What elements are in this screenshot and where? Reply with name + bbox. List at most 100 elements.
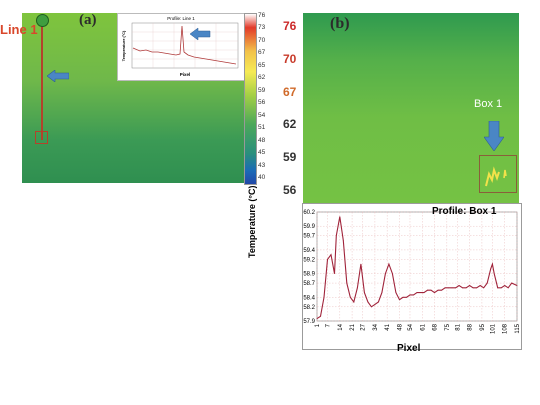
data-point bbox=[413, 294, 414, 296]
colorbar-a-tick: 65 bbox=[258, 61, 266, 69]
data-point bbox=[430, 289, 432, 291]
data-point bbox=[441, 289, 442, 291]
data-point bbox=[349, 296, 351, 298]
data-point bbox=[427, 289, 428, 291]
data-point bbox=[395, 292, 397, 293]
line-1-start-handle[interactable] bbox=[36, 14, 49, 27]
data-point bbox=[323, 296, 325, 298]
data-point bbox=[476, 287, 478, 289]
box-1-region[interactable] bbox=[479, 155, 517, 193]
line-1-label: Line 1 bbox=[0, 22, 38, 37]
data-point bbox=[416, 292, 418, 293]
colorbar-a bbox=[244, 13, 257, 185]
arrow-left-icon bbox=[47, 70, 69, 82]
data-point bbox=[462, 287, 464, 289]
y-tick-label: 60.2 bbox=[303, 210, 315, 216]
data-point bbox=[423, 292, 425, 293]
colorbar-a-tick: 45 bbox=[258, 149, 266, 157]
data-point bbox=[486, 282, 488, 284]
data-point bbox=[316, 318, 318, 320]
chart-xlabel: Pixel bbox=[397, 343, 421, 354]
colorbar-a-tick: 70 bbox=[258, 36, 266, 44]
x-tick-label: 48 bbox=[397, 323, 403, 330]
colorbar-a-tick: 51 bbox=[258, 124, 266, 132]
data-point bbox=[381, 292, 383, 293]
x-tick-label: 21 bbox=[350, 323, 356, 330]
x-tick-label: 81 bbox=[455, 323, 461, 330]
colorbar-a-tick: 62 bbox=[258, 74, 266, 82]
y-tick-label: 58.9 bbox=[303, 272, 315, 278]
data-point bbox=[504, 285, 506, 286]
data-point bbox=[483, 287, 485, 289]
inset-title: Profile: Line 1 bbox=[167, 16, 195, 21]
data-point bbox=[448, 287, 449, 289]
x-tick-label: 41 bbox=[385, 323, 391, 330]
colorbar-b-tick: 56 bbox=[283, 183, 297, 197]
data-point bbox=[327, 258, 328, 260]
line-1-end-handle[interactable] bbox=[35, 131, 48, 144]
data-point bbox=[437, 289, 439, 291]
data-point bbox=[469, 285, 471, 286]
x-tick-label: 54 bbox=[408, 323, 414, 330]
data-point bbox=[388, 263, 390, 265]
data-point bbox=[342, 240, 344, 241]
data-point bbox=[378, 301, 379, 303]
data-point bbox=[330, 254, 332, 256]
inset-line-profile-chart: Profile: Line 1 Pixel Temperature (°C) bbox=[117, 13, 245, 81]
data-point bbox=[339, 216, 341, 218]
data-point bbox=[500, 287, 502, 289]
data-point bbox=[335, 235, 337, 237]
data-point bbox=[451, 287, 453, 289]
x-tick-label: 34 bbox=[373, 323, 379, 330]
y-tick-label: 59.4 bbox=[303, 248, 315, 254]
x-tick-label: 108 bbox=[503, 323, 509, 334]
data-point bbox=[367, 301, 369, 303]
data-point bbox=[360, 263, 362, 265]
colorbar-a-tick: 40 bbox=[258, 174, 266, 181]
y-tick-label: 59.9 bbox=[303, 224, 315, 230]
data-point bbox=[458, 285, 460, 286]
colorbar-b-tick: 70 bbox=[283, 51, 297, 66]
y-tick-label: 59.2 bbox=[303, 257, 315, 263]
x-tick-label: 88 bbox=[468, 323, 474, 330]
inset-ylabel: Temperature (°C) bbox=[122, 30, 126, 61]
box-1-profile-chart: 57.9 58.2 58.4 58.7 58.9 59.2 59.4 59.7 59.9 60.2… bbox=[302, 203, 522, 350]
data-point bbox=[402, 296, 404, 298]
box-1-label: Box 1 bbox=[474, 98, 503, 110]
colorbar-a-tick: 67 bbox=[258, 49, 266, 57]
colorbar-a-tick: 56 bbox=[258, 99, 266, 107]
chart-ylabel: Temperature (°C) bbox=[247, 185, 257, 258]
data-point bbox=[507, 287, 509, 289]
panel-a-label: (a) bbox=[79, 12, 97, 28]
data-point bbox=[516, 285, 518, 286]
data-point bbox=[346, 282, 348, 284]
x-tick-label: 7 bbox=[326, 323, 332, 327]
data-point bbox=[492, 263, 493, 265]
line-1-profile-line[interactable] bbox=[41, 22, 43, 140]
colorbar-b-tick: 76 bbox=[283, 19, 297, 33]
y-tick-label: 57.9 bbox=[303, 319, 315, 325]
chart-title: Profile: Box 1 bbox=[432, 206, 497, 217]
thermal-image-b bbox=[303, 13, 519, 203]
data-point bbox=[420, 292, 421, 293]
data-point bbox=[472, 287, 474, 289]
plot-area bbox=[316, 211, 518, 322]
y-tick-label: 59.7 bbox=[303, 234, 315, 240]
data-point bbox=[353, 301, 355, 303]
arrow-down-icon bbox=[484, 121, 504, 151]
x-tick-label: 101 bbox=[490, 323, 496, 334]
data-point bbox=[363, 292, 365, 293]
colorbar-a-tick: 73 bbox=[258, 24, 266, 32]
colorbar-b-tick: 62 bbox=[283, 117, 297, 132]
x-tick-label: 1 bbox=[315, 323, 321, 327]
data-point bbox=[370, 306, 372, 308]
panel-b-label: (b) bbox=[330, 15, 350, 32]
data-point bbox=[409, 294, 411, 296]
colorbar-a-tick: 48 bbox=[258, 136, 266, 144]
colorbar-b-tick: 59 bbox=[283, 150, 297, 165]
data-point bbox=[493, 273, 495, 275]
colorbar-a-tick: 43 bbox=[258, 161, 266, 169]
x-tick-label: 27 bbox=[361, 323, 367, 330]
y-tick-label: 58.7 bbox=[303, 281, 315, 287]
y-tick-label: 58.2 bbox=[303, 305, 315, 311]
